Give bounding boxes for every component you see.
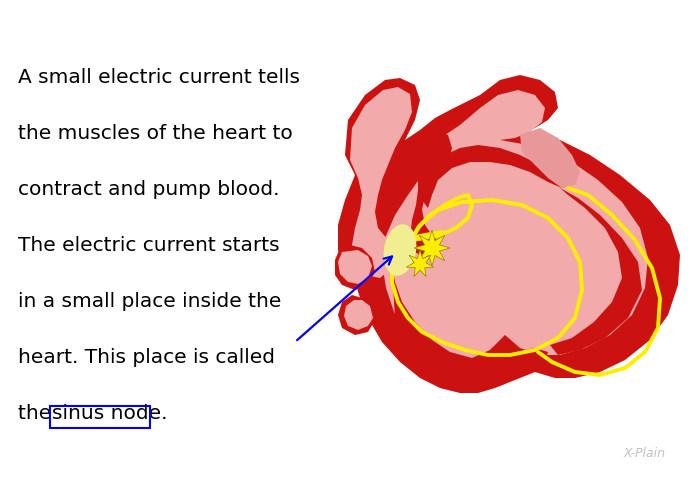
Polygon shape xyxy=(392,268,548,375)
Ellipse shape xyxy=(384,224,416,276)
Text: the muscles of the heart to: the muscles of the heart to xyxy=(18,124,293,143)
Polygon shape xyxy=(338,175,398,288)
Polygon shape xyxy=(414,230,450,266)
Bar xyxy=(50,406,150,428)
Polygon shape xyxy=(344,300,373,330)
Polygon shape xyxy=(338,295,375,335)
Polygon shape xyxy=(550,188,642,355)
Text: heart. This place is called: heart. This place is called xyxy=(18,348,275,367)
Polygon shape xyxy=(407,250,433,276)
Text: contract and pump blood.: contract and pump blood. xyxy=(18,180,279,199)
Text: The electric current starts: The electric current starts xyxy=(18,236,279,255)
Text: the: the xyxy=(18,404,57,423)
Text: sinus node.: sinus node. xyxy=(52,404,167,423)
Polygon shape xyxy=(335,245,375,290)
FancyArrowPatch shape xyxy=(297,256,392,340)
Polygon shape xyxy=(350,87,412,278)
Text: X-Plain: X-Plain xyxy=(624,447,666,460)
Polygon shape xyxy=(410,132,452,258)
Polygon shape xyxy=(520,128,580,188)
Polygon shape xyxy=(382,90,648,362)
Text: in a small place inside the: in a small place inside the xyxy=(18,292,281,311)
Text: A small electric current tells: A small electric current tells xyxy=(18,68,300,87)
Polygon shape xyxy=(418,145,562,208)
Polygon shape xyxy=(338,250,372,284)
Polygon shape xyxy=(345,75,680,393)
